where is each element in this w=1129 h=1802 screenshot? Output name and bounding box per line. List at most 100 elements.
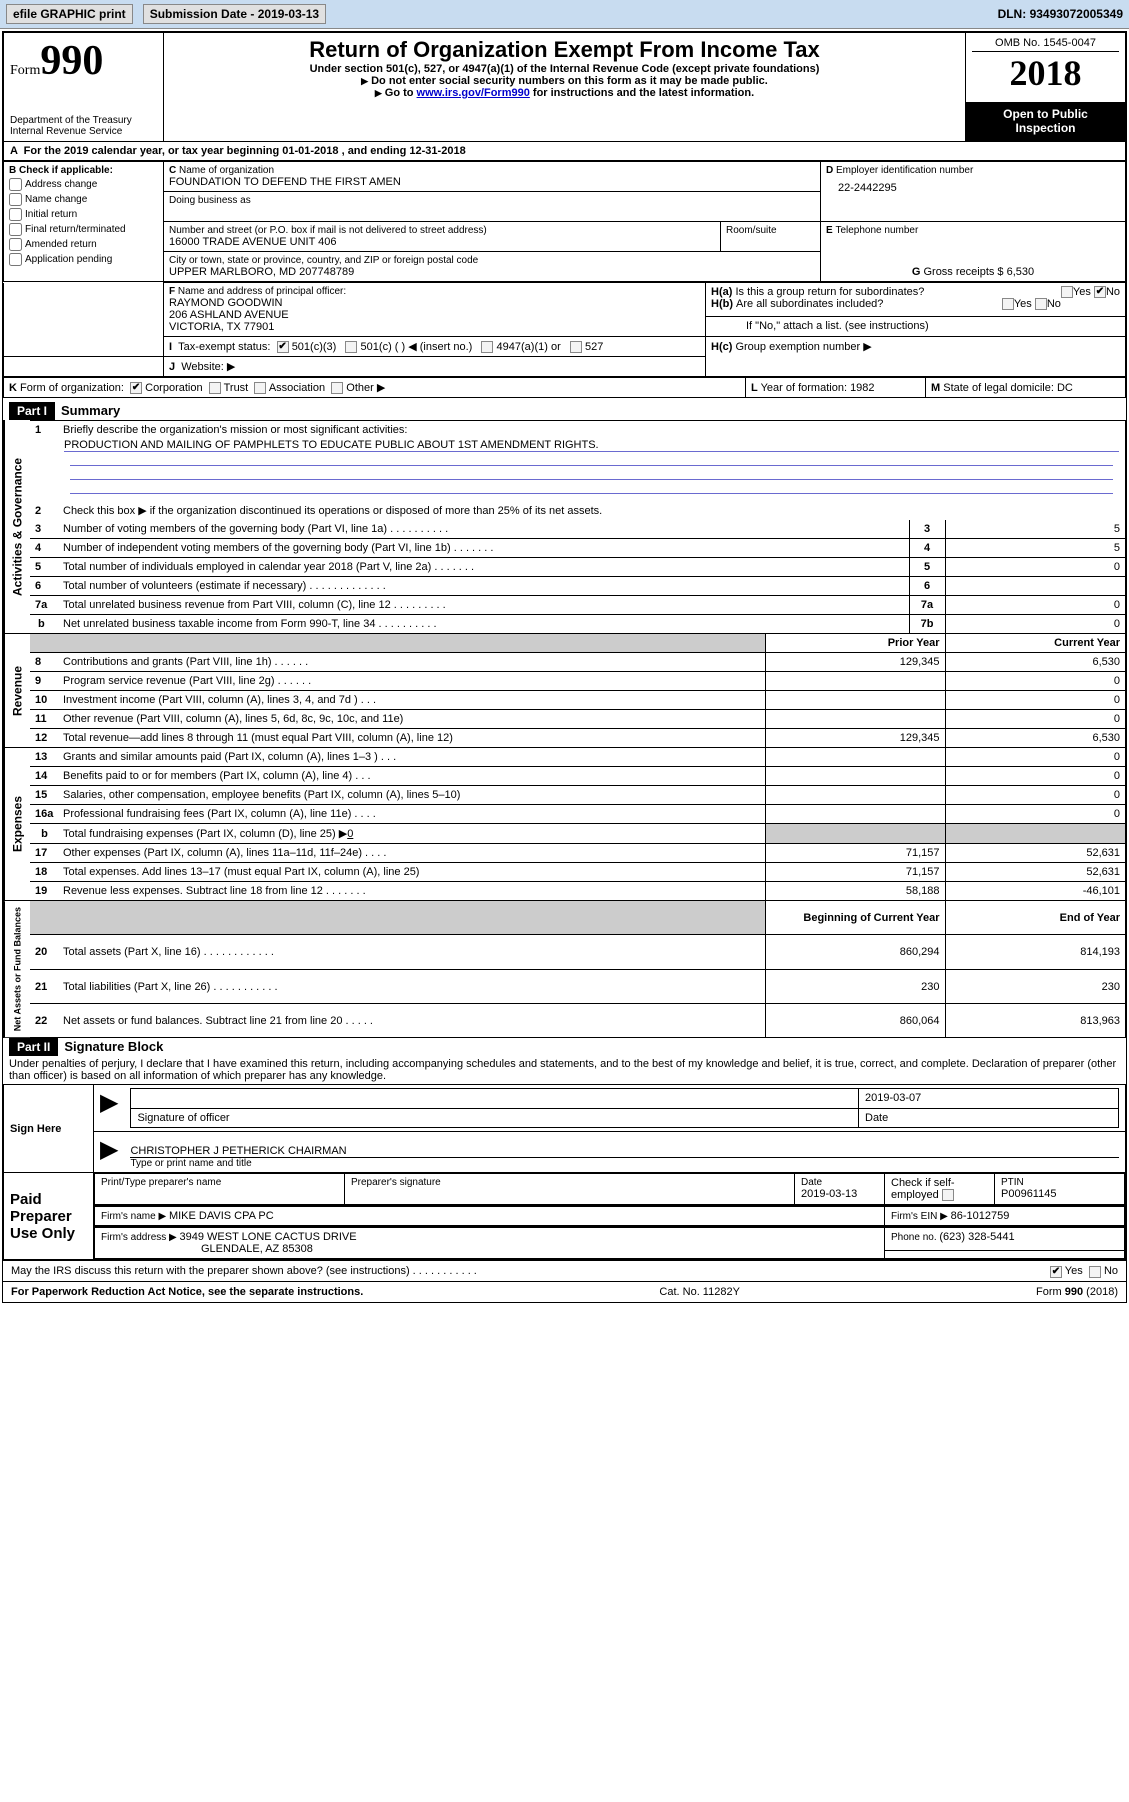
- signature-table: Sign Here ▶ 2019-03-07 Signature of offi…: [3, 1084, 1126, 1260]
- k-assoc-checkbox[interactable]: [254, 382, 266, 394]
- n21-label: Total liabilities (Part X, line 26) . . …: [63, 981, 278, 993]
- ptin-label: PTIN: [1001, 1177, 1118, 1188]
- s4-label: Number of independent voting members of …: [63, 542, 493, 554]
- hb-yes-checkbox[interactable]: [1002, 298, 1014, 310]
- r9-prior: [765, 672, 945, 691]
- vtab-netassets: Net Assets or Fund Balances: [4, 901, 30, 1037]
- b-item-1[interactable]: Name change: [9, 193, 158, 206]
- omb-number: OMB No. 1545-0047: [972, 37, 1119, 52]
- i-4947-checkbox[interactable]: [481, 341, 493, 353]
- footer-mid: Cat. No. 11282Y: [659, 1286, 740, 1298]
- k-trust-checkbox[interactable]: [209, 382, 221, 394]
- footer-left: For Paperwork Reduction Act Notice, see …: [11, 1286, 363, 1298]
- firm-addr-label: Firm's address ▶: [101, 1232, 180, 1243]
- h-note: If "No," attach a list. (see instruction…: [706, 316, 1126, 336]
- e19-label: Revenue less expenses. Subtract line 18 …: [63, 885, 366, 897]
- s7a-label: Total unrelated business revenue from Pa…: [63, 599, 446, 611]
- discuss-no: No: [1104, 1265, 1118, 1277]
- prior-year-head: Prior Year: [765, 634, 945, 653]
- i-501c-checkbox[interactable]: [345, 341, 357, 353]
- r9-label: Program service revenue (Part VIII, line…: [63, 675, 311, 687]
- s5-label: Total number of individuals employed in …: [63, 561, 474, 573]
- r10-curr: 0: [945, 691, 1125, 710]
- dln-box: DLN: 93493072005349: [998, 7, 1123, 21]
- row-a: A For the 2019 calendar year, or tax yea…: [3, 142, 1126, 161]
- b-checkbox-4[interactable]: [9, 238, 22, 251]
- e15-curr: 0: [945, 786, 1125, 805]
- n20-beg: 860,294: [765, 935, 945, 970]
- irs-link[interactable]: www.irs.gov/Form990: [417, 87, 530, 99]
- beg-year-head: Beginning of Current Year: [765, 901, 945, 935]
- date-label-2: Date: [801, 1177, 878, 1188]
- b-checkbox-3[interactable]: [9, 223, 22, 236]
- s5-val: 0: [945, 558, 1125, 577]
- top-bar: efile GRAPHIC print Submission Date - 20…: [0, 0, 1129, 29]
- submission-date: 2019-03-13: [258, 7, 319, 21]
- m-value: DC: [1057, 382, 1073, 394]
- prep-name-label: Print/Type preparer's name: [101, 1177, 338, 1188]
- ha-yes-checkbox[interactable]: [1061, 286, 1073, 298]
- g-value: 6,530: [1007, 266, 1035, 278]
- r8-prior: 129,345: [765, 653, 945, 672]
- d-label: Employer identification number: [836, 165, 973, 176]
- i-opt1: 501(c)(3): [292, 341, 337, 353]
- e16b-label: Total fundraising expenses (Part IX, col…: [63, 828, 347, 840]
- n22-label: Net assets or fund balances. Subtract li…: [63, 1015, 373, 1027]
- discuss-no-checkbox[interactable]: [1089, 1266, 1101, 1278]
- k-corp-checkbox[interactable]: ✔: [130, 382, 142, 394]
- paid-preparer-label: Paid Preparer Use Only: [4, 1173, 94, 1260]
- r11-label: Other revenue (Part VIII, column (A), li…: [63, 713, 403, 725]
- b-item-5[interactable]: Application pending: [9, 253, 158, 266]
- e17-curr: 52,631: [945, 844, 1125, 863]
- b-checkbox-5[interactable]: [9, 253, 22, 266]
- firm-name: MIKE DAVIS CPA PC: [169, 1210, 274, 1222]
- e18-label: Total expenses. Add lines 13–17 (must eq…: [63, 866, 419, 878]
- efile-print-button[interactable]: efile GRAPHIC print: [6, 4, 133, 24]
- b-checkbox-1[interactable]: [9, 193, 22, 206]
- discuss-label: May the IRS discuss this return with the…: [11, 1265, 477, 1277]
- j-label: Website: ▶: [181, 361, 235, 373]
- i-527-checkbox[interactable]: [570, 341, 582, 353]
- i-label: Tax-exempt status:: [178, 341, 270, 353]
- firm-name-label: Firm's name ▶: [101, 1211, 169, 1222]
- form-title: Return of Organization Exempt From Incom…: [170, 37, 959, 63]
- dept-irs: Internal Revenue Service: [10, 126, 157, 137]
- e13-curr: 0: [945, 748, 1125, 767]
- form-990: 990: [40, 38, 103, 84]
- r8-curr: 6,530: [945, 653, 1125, 672]
- e18-prior: 71,157: [765, 863, 945, 882]
- fh-grid: F Name and address of principal officer:…: [3, 282, 1126, 377]
- e17-prior: 71,157: [765, 844, 945, 863]
- perjury-statement: Under penalties of perjury, I declare th…: [3, 1056, 1126, 1084]
- form-container: Form990 Department of the Treasury Inter…: [2, 31, 1127, 1303]
- b-checkbox-0[interactable]: [9, 178, 22, 191]
- netassets-section: Net Assets or Fund Balances Beginning of…: [3, 901, 1126, 1038]
- b-item-0[interactable]: Address change: [9, 178, 158, 191]
- i-501c3-checkbox[interactable]: ✔: [277, 341, 289, 353]
- b-checkbox-2[interactable]: [9, 208, 22, 221]
- b-item-4[interactable]: Amended return: [9, 238, 158, 251]
- part-ii-head: Part II: [9, 1038, 58, 1056]
- vtab-expenses: Expenses: [4, 748, 30, 900]
- dln-label: DLN:: [998, 7, 1030, 21]
- b-item-3[interactable]: Final return/terminated: [9, 223, 158, 236]
- ha-no-checkbox[interactable]: ✔: [1094, 286, 1106, 298]
- b-item-2[interactable]: Initial return: [9, 208, 158, 221]
- ha-label: Is this a group return for subordinates?: [735, 286, 924, 298]
- discuss-yes: Yes: [1065, 1265, 1083, 1277]
- klm-row: K Form of organization: ✔ Corporation Tr…: [3, 377, 1126, 398]
- e-label: Telephone number: [835, 225, 918, 236]
- form-number: Form990: [10, 37, 157, 85]
- form-header: Form990 Department of the Treasury Inter…: [3, 32, 1126, 142]
- n22-end: 813,963: [945, 1004, 1125, 1038]
- row-a-text: For the 2019 calendar year, or tax year …: [24, 145, 466, 157]
- form-subtitle-2: Do not enter social security numbers on …: [371, 75, 768, 87]
- hb-no-checkbox[interactable]: [1035, 298, 1047, 310]
- i-opt2: 501(c) ( ) ◀ (insert no.): [361, 341, 473, 353]
- vtab-governance: Activities & Governance: [4, 420, 30, 633]
- self-employed-checkbox[interactable]: [942, 1189, 954, 1201]
- r10-label: Investment income (Part VIII, column (A)…: [63, 694, 376, 706]
- discuss-yes-checkbox[interactable]: ✔: [1050, 1266, 1062, 1278]
- k-other-checkbox[interactable]: [331, 382, 343, 394]
- footer: For Paperwork Reduction Act Notice, see …: [3, 1281, 1126, 1302]
